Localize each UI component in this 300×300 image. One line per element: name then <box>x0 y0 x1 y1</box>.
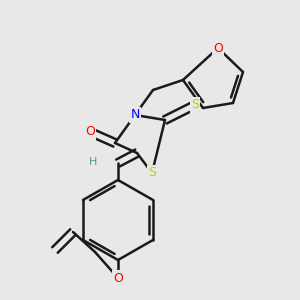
Text: S: S <box>148 167 156 179</box>
Text: S: S <box>191 98 199 112</box>
Text: O: O <box>213 41 223 55</box>
Text: O: O <box>85 125 95 139</box>
Text: N: N <box>130 109 140 122</box>
Text: O: O <box>113 272 123 284</box>
Text: H: H <box>89 157 97 167</box>
